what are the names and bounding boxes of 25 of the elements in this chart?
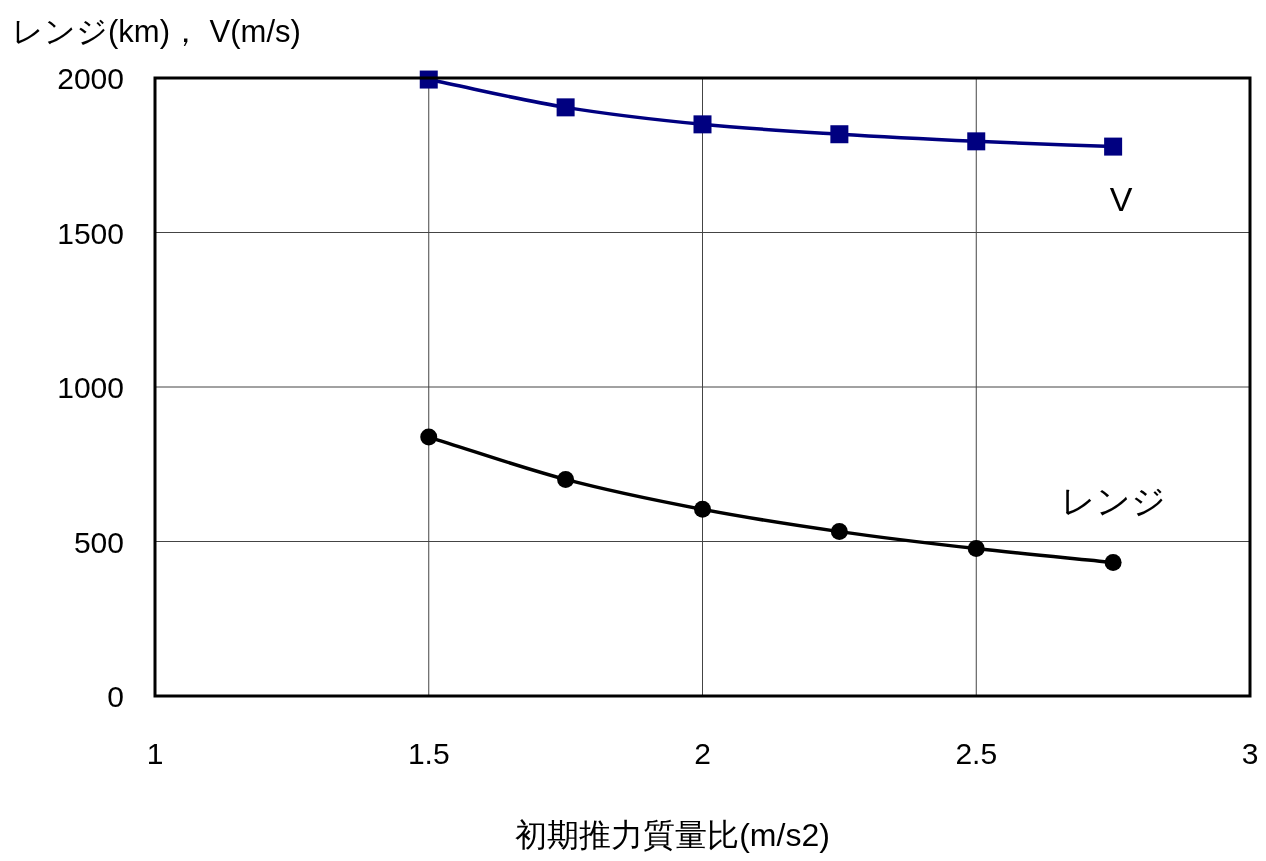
- point: [557, 470, 575, 488]
- y-tick-label: 1500: [57, 216, 124, 250]
- point: [693, 115, 712, 134]
- y-tick-label: 1000: [57, 371, 124, 404]
- point: [1104, 554, 1122, 572]
- y-axis-title: レンジ(km)， V(m/s): [12, 14, 301, 49]
- point: [967, 540, 985, 558]
- point: [967, 132, 986, 151]
- point: [830, 125, 849, 144]
- series-label: V: [1109, 179, 1133, 218]
- x-tick-label: 2.5: [955, 737, 998, 770]
- y-tick-label: 500: [73, 525, 124, 559]
- x-tick-label: 1: [146, 737, 164, 770]
- series-label: レンジ: [1060, 481, 1166, 520]
- x-tick-label: 3: [1241, 737, 1259, 770]
- point: [556, 98, 575, 117]
- y-tick-label: 2000: [57, 62, 124, 95]
- y-tick-label: 0: [107, 680, 124, 713]
- point: [830, 523, 848, 541]
- x-tick-label: 2: [694, 737, 711, 770]
- point: [694, 500, 711, 518]
- point: [420, 428, 438, 446]
- point: [1104, 137, 1123, 156]
- x-axis-title: 初期推力質量比(m/s2): [515, 817, 830, 853]
- x-tick-label: 1.5: [407, 737, 450, 770]
